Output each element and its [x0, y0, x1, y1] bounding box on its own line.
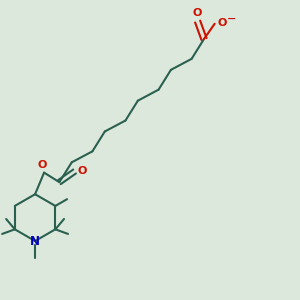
Text: N: N — [30, 235, 40, 248]
Text: O: O — [38, 160, 47, 170]
Text: O: O — [193, 8, 202, 18]
Text: −: − — [227, 14, 236, 23]
Text: O: O — [78, 167, 87, 176]
Text: O: O — [217, 18, 226, 28]
